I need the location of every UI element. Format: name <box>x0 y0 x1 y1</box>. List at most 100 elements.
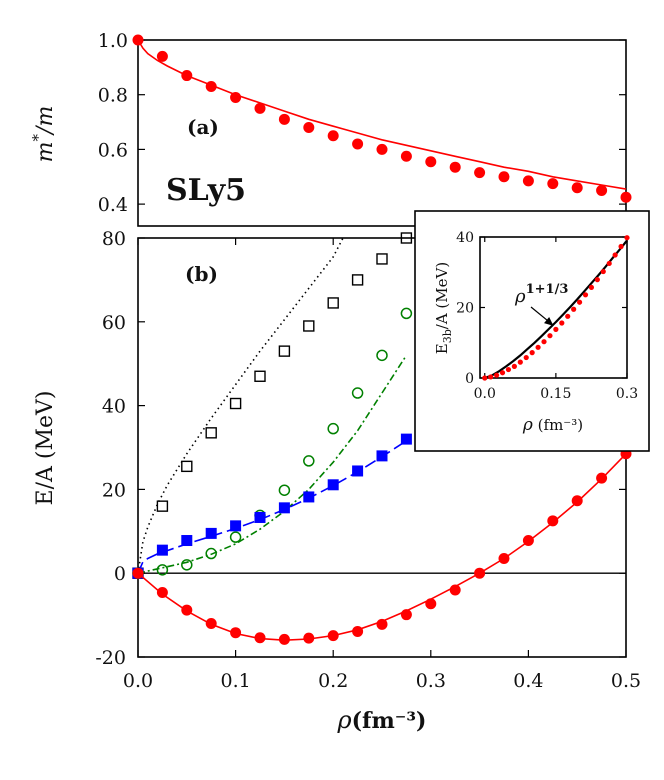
inset-series-1-point-16 <box>576 299 583 305</box>
panel-a-series-0-point-7 <box>303 122 315 134</box>
panel-b-series-0-point-2 <box>181 460 193 473</box>
panel-b-ytick-label-5: 80 <box>102 228 126 250</box>
inset-ytick-label-1: 20 <box>456 301 474 317</box>
panel-b-series-6-point-17 <box>547 515 559 527</box>
inset-arrow-head <box>544 316 554 326</box>
panel-b-axes: 0.0 0.1 0.2 0.3 0.4 0.5 -20 0 20 40 60 80 <box>95 228 641 692</box>
panel-a-series-0-point-19 <box>596 184 608 196</box>
inset-annotation: ρ1+1/3 <box>514 282 568 307</box>
inset-three-body-energy: 0.0 0.15 0.3 0 20 40 E3b/A (MeV) ρ (fm⁻³) ρ1+… <box>414 210 650 452</box>
panel-b-series-4-point-5 <box>254 511 266 523</box>
inset-series-1-point-7 <box>523 354 529 361</box>
panel-b-series-0-point-4 <box>229 397 242 410</box>
panel-b-series-4-point-3 <box>205 527 217 539</box>
inset-series-1-point-10 <box>541 339 547 345</box>
inset-series-1-point-11 <box>547 333 553 339</box>
panel-b-series-4-point-4 <box>230 520 242 532</box>
panel-b-xlabel: ρ(fm⁻³) <box>337 706 427 734</box>
inset-series-1-point-12 <box>553 326 559 332</box>
panel-b-series-4-point-1 <box>156 544 168 556</box>
panel-b-xtick-label-0: 0.0 <box>123 670 153 692</box>
panel-b-series-4-point-7 <box>303 491 315 503</box>
panel-b-series-2-point-3 <box>205 547 217 560</box>
panel-a-series-0-point-16 <box>522 175 534 187</box>
inset-xtick-label-0: 0.0 <box>474 386 496 402</box>
inset-ytick-label-0: 0 <box>465 371 474 387</box>
inset-series-1-point-22 <box>612 252 618 258</box>
inset-series-1-point-6 <box>517 359 523 365</box>
panel-a-series-0-point-11 <box>400 150 412 162</box>
inset-series-1-point-9 <box>535 344 541 350</box>
inset-series-1-point-14 <box>565 313 571 319</box>
inset-background <box>414 210 650 452</box>
panel-b-series-2-point-7 <box>303 455 315 467</box>
panel-b-series-0-point-8 <box>327 297 339 309</box>
inset-series-1-point-0 <box>482 375 488 381</box>
panel-a-series-0-point-10 <box>376 143 388 155</box>
panel-b-series-0-point-11 <box>400 232 413 244</box>
panel-a-label: (a) <box>187 115 219 139</box>
panel-b-series-2-point-10 <box>376 349 388 362</box>
panel-b-series-4-point-6 <box>278 502 290 514</box>
inset-series-1-point-15 <box>571 306 577 312</box>
panel-a-series-0-point-4 <box>230 91 242 103</box>
inset-series-1-point-19 <box>594 277 600 283</box>
inset-annotation-arrow <box>530 306 554 326</box>
model-label: SLy5 <box>166 173 246 208</box>
panel-a-series-0-point-9 <box>352 138 364 150</box>
panel-b-series-0-point-6 <box>278 345 291 357</box>
inset-ytick-label-2: 40 <box>456 230 474 246</box>
panel-b-series-0-point-10 <box>376 253 388 265</box>
panel-b-series-0-point-1 <box>156 500 169 512</box>
panel-a-effective-mass: 0.4 0.6 0.8 1.0 (a) SLy5 m*/m <box>29 30 632 227</box>
panel-b-series-2-point-8 <box>327 422 339 435</box>
panel-b-series-0-point-5 <box>254 370 266 382</box>
panel-b-series-2-point-11 <box>400 307 413 320</box>
panel-b-marks <box>132 232 632 645</box>
panel-b-series-7-line <box>137 453 627 642</box>
inset-series-1-point-24 <box>624 235 630 241</box>
panel-a-series-0-point-1 <box>156 50 168 62</box>
panel-b-series-0-point-9 <box>351 274 364 286</box>
inset-series-1-point-23 <box>618 243 624 250</box>
panel-b-energy-per-particle: 0.0 0.1 0.2 0.3 0.4 0.5 -20 0 20 40 60 80 (b) E/A (… <box>33 228 641 734</box>
inset-series-1-point-18 <box>588 284 595 291</box>
panel-b-series-2-point-1 <box>156 564 169 576</box>
panel-a-series-0-point-17 <box>547 178 559 190</box>
inset-xtick-label-2: 0.3 <box>616 386 638 402</box>
panel-b-xtick-label-3: 0.3 <box>416 670 446 692</box>
panel-a-series-1-line <box>137 39 627 190</box>
inset-series-1-point-5 <box>511 363 517 369</box>
panel-b-series-1-line <box>137 237 344 574</box>
inset-series-1-point-8 <box>529 350 535 356</box>
panel-b-xtick-label-5: 0.5 <box>611 670 641 692</box>
panel-a-marks <box>132 34 632 203</box>
inset-series-1-point-3 <box>499 370 506 376</box>
inset-series-1-point-17 <box>582 292 589 298</box>
panel-a-ylabel: m*/m <box>29 106 58 163</box>
panel-b-series-4-point-11 <box>400 433 412 445</box>
panel-b-label: (b) <box>185 262 218 286</box>
panel-b-series-5-line <box>137 440 407 574</box>
panel-a-series-0-point-14 <box>474 167 486 179</box>
panel-a-series-0-point-18 <box>571 182 583 194</box>
panel-b-xtick-label-4: 0.4 <box>513 670 543 692</box>
panel-b-ytick-label-4: 60 <box>102 312 126 334</box>
panel-b-ytick-label-1: 0 <box>114 563 126 585</box>
panel-a-ytick-label-2: 0.8 <box>98 85 128 107</box>
inset-series-1-point-1 <box>488 374 494 380</box>
panel-b-series-6-point-5 <box>254 632 266 644</box>
panel-b-series-2-point-2 <box>181 559 193 571</box>
panel-b-series-4-point-8 <box>327 479 339 491</box>
panel-a-series-0-point-15 <box>498 171 510 183</box>
panel-b-series-0-point-7 <box>303 320 315 332</box>
panel-a-series-0-point-6 <box>278 113 290 125</box>
panel-b-xtick-label-1: 0.1 <box>220 670 250 692</box>
panel-b-ytick-label-2: 20 <box>102 479 126 501</box>
inset-xtick-label-1: 0.15 <box>540 386 571 402</box>
inset-marks <box>482 235 630 381</box>
panel-b-series-3-line <box>137 354 408 574</box>
panel-a-ytick-label-0: 0.4 <box>98 194 128 216</box>
panel-a-series-0-point-12 <box>425 156 437 168</box>
inset-series-1-point-13 <box>559 320 565 326</box>
